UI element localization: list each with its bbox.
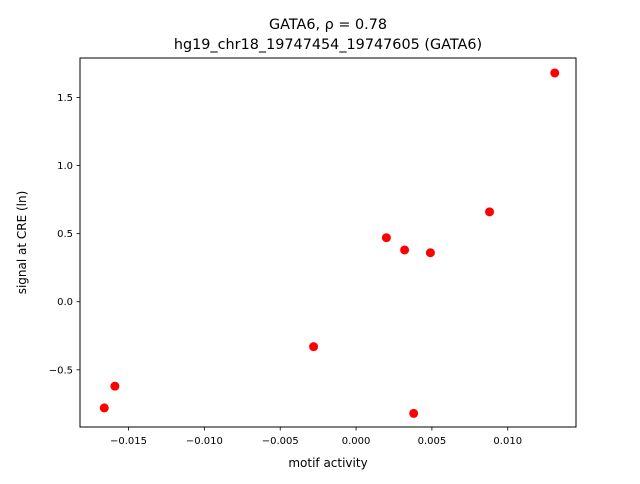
chart-title-line2: hg19_chr18_19747454_19747605 (GATA6) bbox=[174, 37, 482, 53]
plot-frame bbox=[79, 57, 577, 428]
x-tick-label: −0.015 bbox=[110, 436, 147, 447]
x-tick-label: 0.010 bbox=[493, 436, 522, 447]
y-tick-label: 0.0 bbox=[57, 297, 73, 308]
x-axis-label: motif activity bbox=[288, 456, 367, 470]
x-tick-label: −0.010 bbox=[186, 436, 223, 447]
chart-title-line1: GATA6, ρ = 0.78 bbox=[269, 17, 387, 33]
data-point bbox=[425, 248, 435, 258]
data-point bbox=[400, 245, 410, 255]
y-tick-label: −0.5 bbox=[49, 365, 73, 376]
data-point bbox=[381, 233, 391, 243]
data-point bbox=[485, 207, 495, 217]
y-axis-label: signal at CRE (ln) bbox=[15, 191, 29, 295]
y-tick-label: 1.5 bbox=[57, 93, 73, 104]
x-tick-label: −0.005 bbox=[262, 436, 299, 447]
data-point bbox=[409, 408, 419, 418]
data-point bbox=[110, 381, 120, 391]
data-point bbox=[99, 403, 109, 413]
y-tick-label: 0.5 bbox=[57, 229, 73, 240]
x-tick-label: 0.005 bbox=[418, 436, 447, 447]
x-axis: −0.015 −0.010 −0.005 0.000 0.005 0.010 bbox=[110, 427, 522, 447]
data-point bbox=[309, 342, 319, 352]
x-tick-label: 0.000 bbox=[342, 436, 371, 447]
y-axis: −0.5 0.0 0.5 1.0 1.5 bbox=[49, 93, 80, 376]
data-points bbox=[99, 68, 560, 418]
data-point bbox=[550, 68, 560, 78]
y-tick-label: 1.0 bbox=[57, 161, 73, 172]
